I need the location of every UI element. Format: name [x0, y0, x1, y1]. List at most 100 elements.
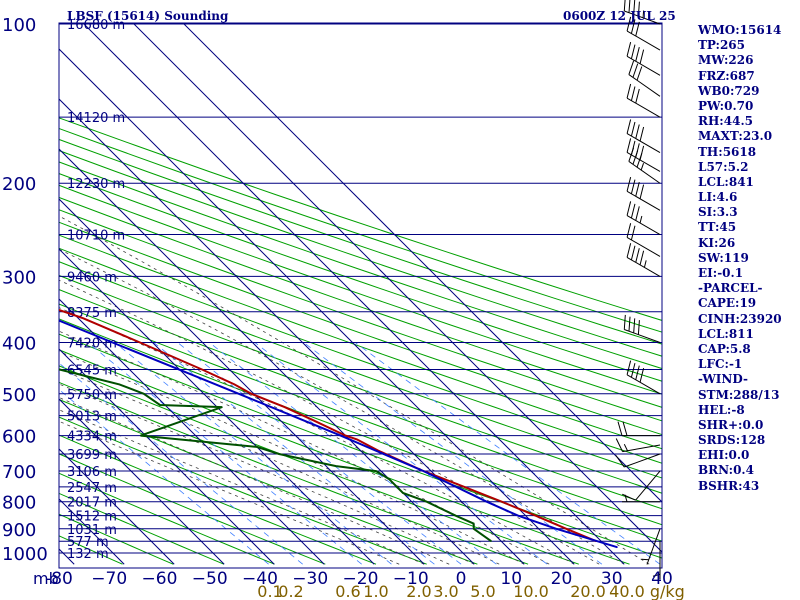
wind-barb: [626, 83, 661, 118]
sounding-point: [311, 419, 313, 421]
barb-feather: [636, 66, 643, 81]
barb-feather: [630, 179, 636, 194]
height-label: 6545 m: [67, 364, 117, 379]
index-value: SRDS:128: [698, 433, 766, 448]
sounding-point: [473, 523, 475, 525]
wind-barb: [626, 243, 661, 277]
isotherm-line: [59, 398, 225, 565]
temperature-tick-label: −30: [292, 569, 328, 589]
sounding-point: [555, 528, 557, 530]
isotherm-line: [59, 148, 475, 565]
sounding-point: [45, 305, 46, 306]
height-label: 8375 m: [67, 306, 117, 321]
index-value: HEL:-8: [698, 402, 745, 417]
sounding-point: [490, 540, 492, 542]
barb-staff: [635, 470, 661, 501]
sounding-point: [143, 393, 145, 395]
wind-barb: [652, 541, 661, 580]
barb-staff: [626, 190, 661, 211]
wind-barb: [622, 494, 660, 503]
index-value: CAP:5.8: [698, 341, 751, 356]
dry-adiabat: [59, 289, 662, 510]
dry-adiabat: [59, 416, 427, 565]
barb-feather: [626, 138, 632, 153]
barb-feather: [617, 421, 623, 436]
isotherm-line: [59, 448, 175, 565]
index-value: WB0:729: [698, 83, 760, 98]
barb-feather: [635, 182, 640, 197]
wind-barb: [622, 470, 661, 501]
temperature-tick-label: 40: [651, 569, 673, 589]
height-label: 14120 m: [67, 111, 125, 126]
sounding-point: [565, 528, 567, 530]
temperature-tick-label: −10: [393, 569, 429, 589]
index-value: EI:-0.1: [698, 266, 744, 280]
barb-feather: [635, 248, 640, 263]
barb-feather: [628, 147, 635, 162]
mixing-ratio-label: 0.6: [335, 582, 360, 600]
temperature-tick-label: −60: [142, 569, 178, 589]
barb-feather: [630, 203, 636, 219]
dry-adiabat: [59, 274, 662, 494]
barb-half-feather: [643, 260, 647, 268]
barb-half-feather: [652, 573, 661, 577]
mixing-ratio-line: [59, 362, 303, 565]
barb-staff: [626, 133, 661, 154]
height-label: 16680 m: [67, 18, 125, 33]
index-value: FRZ:687: [698, 68, 755, 83]
wind-barb: [628, 60, 661, 97]
barb-feather: [639, 49, 645, 64]
barb-half-feather: [641, 558, 649, 561]
index-value: SW:119: [698, 250, 749, 265]
pressure-tick-label: 100: [2, 15, 36, 36]
barb-feather: [632, 150, 639, 165]
barb-feather: [639, 126, 645, 142]
barb-feather: [630, 225, 636, 241]
barb-feather: [635, 21, 640, 37]
barb-feather: [635, 88, 640, 104]
pressure-tick-label: 300: [2, 267, 36, 288]
barb-feather: [630, 19, 636, 34]
dry-adiabat: [59, 303, 662, 526]
barb-feather: [636, 153, 643, 168]
mixing-ratio-label: 10.0: [513, 582, 549, 600]
mixing-ratio-label: 2.0: [406, 582, 431, 600]
barb-staff: [626, 55, 661, 76]
barb-feather: [622, 421, 628, 436]
chart-title: LBSF (15614) Sounding: [67, 9, 229, 23]
sounding-point: [356, 438, 358, 440]
barb-staff: [624, 453, 661, 468]
index-value: LFC:-1: [698, 357, 743, 372]
isotherm-line: [59, 248, 375, 565]
wind-barb: [617, 421, 660, 437]
index-value: TT:45: [698, 220, 737, 235]
height-label: 9460 m: [67, 270, 117, 285]
index-value: MAXT:23.0: [698, 129, 773, 144]
pressure-tick-label: 600: [2, 427, 36, 448]
sounding-point: [463, 486, 465, 488]
height-label: 577 m: [67, 535, 109, 550]
temperature-tick-label: 30: [601, 569, 623, 589]
pressure-tick-label: 900: [2, 520, 36, 541]
wind-barb: [615, 453, 661, 468]
barb-feather: [628, 60, 635, 75]
barb-feather: [623, 0, 626, 12]
barb-feather: [635, 47, 640, 62]
sounding-point: [486, 501, 488, 503]
temperature-tick-label: 10: [500, 569, 522, 589]
sounding-point: [616, 546, 618, 548]
barb-feather: [635, 206, 640, 221]
dry-adiabat: [59, 472, 275, 565]
index-value: BRN:0.4: [698, 463, 754, 478]
index-value: KI:26: [698, 235, 736, 250]
sounding-point: [256, 446, 258, 448]
height-label: 3106 m: [67, 465, 117, 480]
barb-feather: [626, 201, 632, 216]
sounding-point: [335, 465, 337, 467]
wind-barb: [626, 201, 661, 235]
barb-half-feather: [623, 443, 628, 451]
barb-feather: [626, 42, 632, 57]
index-value: CINH:23920: [698, 311, 782, 326]
temperature-tick-label: 20: [551, 569, 573, 589]
barb-half-feather: [642, 10, 645, 18]
